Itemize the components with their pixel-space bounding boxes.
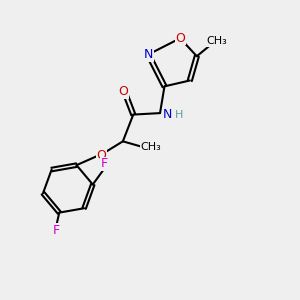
Text: H: H [175,110,183,120]
Text: O: O [118,85,128,98]
Text: N: N [163,108,172,121]
Text: F: F [101,157,108,170]
Text: F: F [53,224,60,237]
Text: N: N [144,48,153,61]
Text: CH₃: CH₃ [206,36,227,46]
Text: O: O [175,32,185,45]
Text: CH₃: CH₃ [141,142,161,152]
Text: O: O [97,149,106,162]
